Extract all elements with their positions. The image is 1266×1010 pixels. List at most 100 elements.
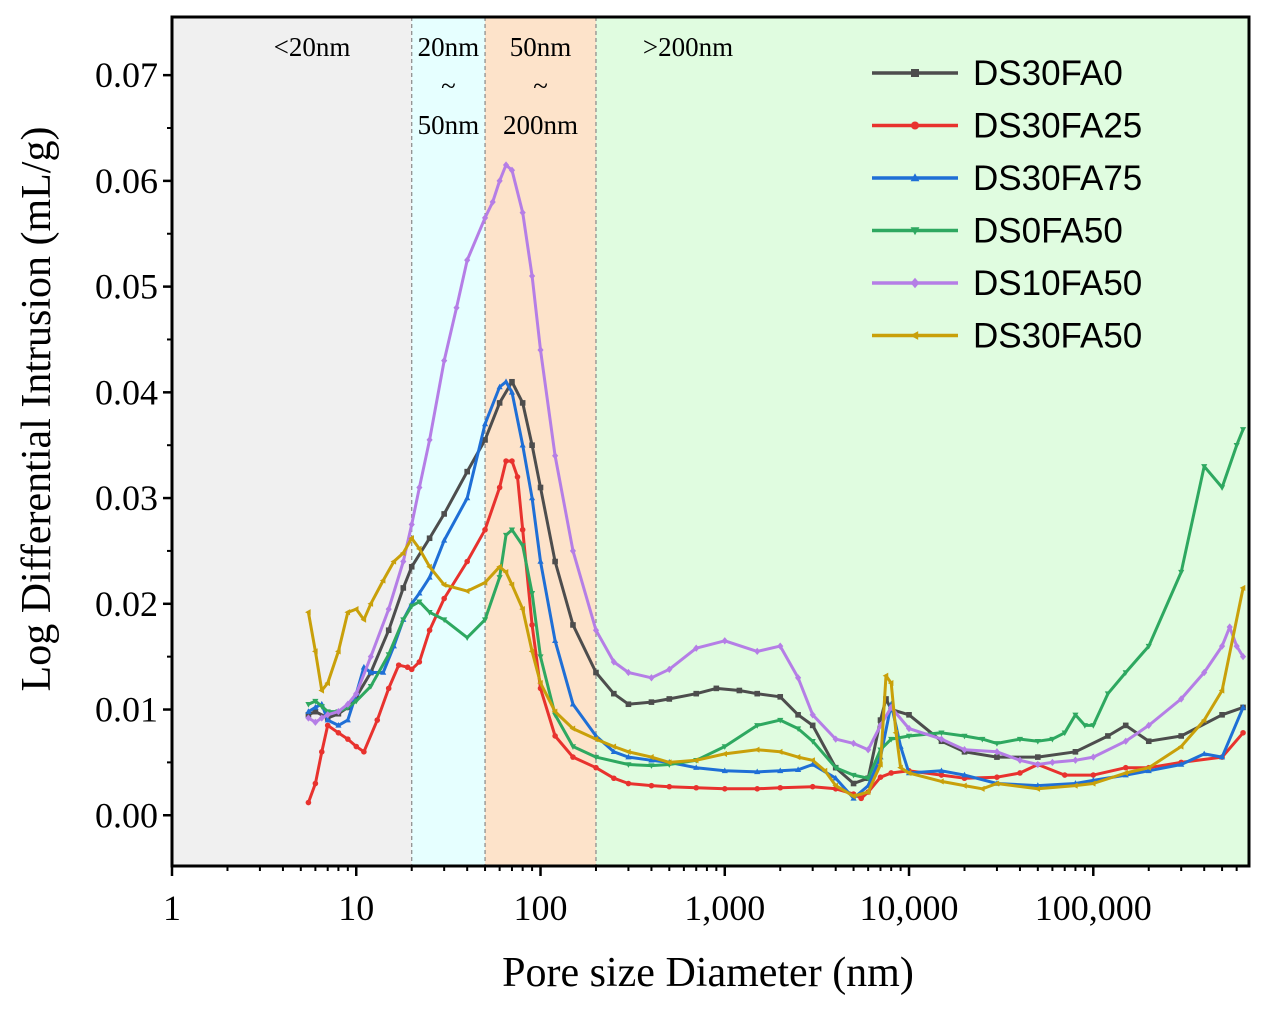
data-point <box>416 483 423 492</box>
data-point <box>1145 764 1151 771</box>
data-point <box>481 579 488 586</box>
data-point <box>1072 712 1079 719</box>
data-point <box>666 665 673 673</box>
data-point <box>508 527 516 534</box>
data-point <box>938 772 945 778</box>
data-point <box>305 708 312 714</box>
data-point <box>1178 761 1185 767</box>
data-point <box>569 725 576 732</box>
data-point <box>537 346 544 354</box>
data-point <box>821 767 828 774</box>
pore-range-borders <box>411 17 597 866</box>
data-point <box>416 599 423 606</box>
data-point <box>390 558 397 565</box>
data-point <box>464 256 471 264</box>
data-point <box>1218 485 1226 491</box>
data-point <box>496 383 503 390</box>
region-label-line: 200nm <box>503 110 578 140</box>
data-point <box>693 644 700 652</box>
series-lines <box>305 161 1247 806</box>
region-label-line: >200nm <box>643 32 733 62</box>
data-point <box>496 177 503 185</box>
data-point <box>529 494 536 501</box>
data-point <box>335 648 341 655</box>
data-point <box>552 558 558 565</box>
data-point <box>1105 733 1111 739</box>
legend-item: DS30FA50 <box>872 317 1142 356</box>
data-point <box>426 436 433 444</box>
data-point <box>1201 668 1208 677</box>
data-point <box>794 754 801 761</box>
data-point <box>809 711 816 719</box>
y-axis-ticks: 0.00 0.01 0.02 0.03 0.04 0.05 0.06 0.07 <box>95 55 172 835</box>
data-point <box>832 774 839 781</box>
data-point <box>385 652 392 658</box>
data-point <box>809 757 815 764</box>
data-point <box>1239 704 1247 710</box>
data-point <box>906 712 912 718</box>
data-point <box>795 674 802 682</box>
y-tick-label: 0.03 <box>95 478 158 518</box>
data-point <box>569 744 577 750</box>
legend-item: DS0FA50 <box>872 212 1123 251</box>
data-point <box>408 666 415 673</box>
data-point <box>1061 772 1068 778</box>
legend-label: DS30FA25 <box>973 107 1142 146</box>
data-point <box>1090 753 1097 761</box>
data-point <box>379 577 386 584</box>
x-tick-label: 100,000 <box>1035 888 1152 928</box>
data-point <box>994 754 1000 760</box>
data-point <box>318 749 325 755</box>
data-point <box>537 558 544 564</box>
data-point <box>508 581 515 588</box>
region-label-line: <20nm <box>274 32 351 62</box>
data-point <box>993 748 1001 756</box>
data-point <box>795 726 802 732</box>
data-point <box>648 782 655 789</box>
legend-label: DS30FA75 <box>973 159 1142 198</box>
data-point <box>736 687 743 694</box>
data-point <box>625 701 632 708</box>
data-point <box>882 672 889 679</box>
data-point <box>528 648 535 655</box>
data-point <box>832 765 839 772</box>
data-point <box>1239 653 1247 661</box>
data-point <box>335 722 342 728</box>
data-point <box>1016 756 1024 764</box>
data-point <box>305 609 311 616</box>
data-point <box>611 775 617 782</box>
data-point <box>400 617 407 624</box>
data-point <box>570 622 576 628</box>
data-point <box>1226 623 1233 631</box>
data-point <box>312 698 319 705</box>
data-point <box>508 388 516 395</box>
data-point <box>344 700 351 708</box>
data-point <box>754 768 761 775</box>
data-point <box>754 690 761 697</box>
data-point <box>464 635 471 641</box>
data-point <box>592 736 599 743</box>
data-point <box>994 774 1000 780</box>
data-point <box>1034 739 1041 745</box>
data-point <box>408 520 415 529</box>
data-point <box>648 699 655 705</box>
data-point <box>1122 737 1129 745</box>
data-point <box>305 714 312 722</box>
data-point <box>666 783 673 790</box>
data-point <box>353 743 360 750</box>
data-point <box>877 721 884 730</box>
data-point <box>318 704 325 710</box>
data-point <box>754 786 761 792</box>
x-tick-label: 100 <box>514 888 568 928</box>
data-point <box>335 707 342 716</box>
data-point <box>648 674 655 682</box>
region-label-line: ~ <box>533 71 548 101</box>
data-point <box>1104 691 1111 698</box>
data-point <box>385 627 392 634</box>
data-point <box>979 736 986 743</box>
data-point <box>519 400 526 406</box>
data-point <box>905 769 912 777</box>
data-point <box>352 605 359 613</box>
data-point <box>795 766 802 773</box>
data-point <box>776 748 783 755</box>
